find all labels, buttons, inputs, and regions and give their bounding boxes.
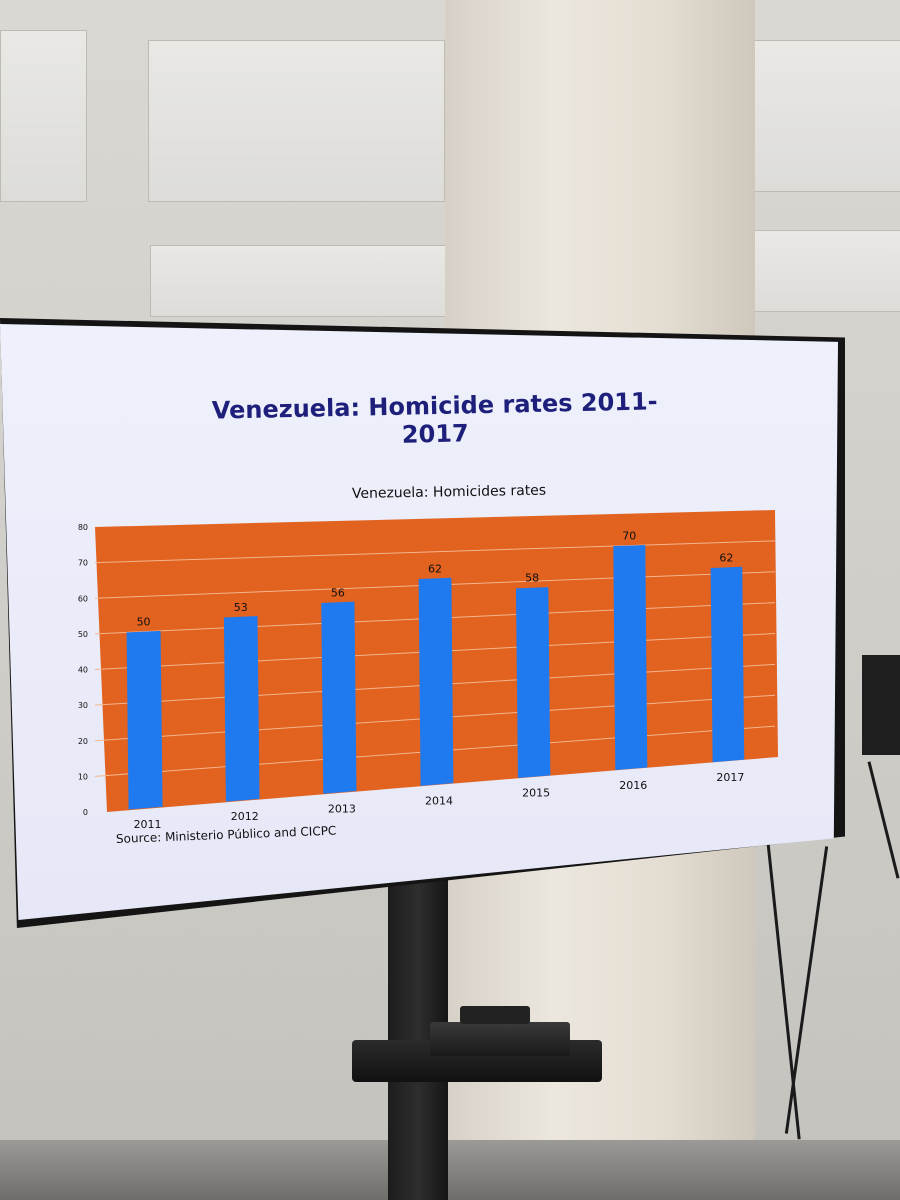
- bar-2015: [515, 587, 551, 778]
- window-pane-left-upper: [148, 40, 445, 202]
- y-tick-label: 0: [83, 808, 88, 817]
- y-tick-label: 40: [78, 666, 88, 675]
- window-pane-left-lower: [150, 245, 447, 317]
- y-tick-label: 70: [78, 559, 88, 568]
- bar-2012: [223, 616, 260, 802]
- gridline: [94, 540, 776, 564]
- bar-2013: [321, 601, 357, 794]
- bar-2014: [418, 577, 454, 786]
- y-tick-label: 60: [78, 594, 88, 603]
- chart-title: Venezuela: Homicides rates: [352, 483, 546, 502]
- data-label: 70: [622, 530, 636, 543]
- data-label: 56: [331, 586, 345, 599]
- data-label: 53: [234, 601, 248, 614]
- y-tick-label: 50: [78, 630, 88, 639]
- y-tick-label: 30: [78, 701, 88, 710]
- x-tick-label: 2011: [134, 818, 162, 831]
- x-tick-label: 2014: [425, 795, 453, 808]
- data-label: 62: [428, 562, 442, 575]
- media-box: [430, 1022, 570, 1056]
- y-tick-label: 80: [78, 523, 88, 532]
- x-tick-label: 2017: [716, 771, 744, 784]
- data-label: 50: [137, 616, 151, 629]
- bar-2017: [710, 566, 745, 763]
- floor: [0, 1140, 900, 1200]
- x-tick-label: 2013: [328, 802, 356, 815]
- data-label: 62: [719, 551, 733, 564]
- router-box: [460, 1006, 530, 1024]
- data-label: 58: [525, 572, 539, 585]
- window-pane-left: [0, 30, 87, 202]
- side-monitor: [862, 655, 900, 755]
- bar-2016: [613, 545, 648, 771]
- y-tick-label: 10: [78, 772, 88, 781]
- window-pane-right: [752, 40, 900, 192]
- y-tick-label: 20: [78, 737, 88, 746]
- x-tick-label: 2015: [522, 787, 550, 800]
- x-tick-label: 2012: [231, 810, 259, 823]
- bar-2011: [126, 630, 163, 810]
- x-tick-label: 2016: [619, 779, 647, 792]
- window-pane-right-lower: [752, 230, 900, 312]
